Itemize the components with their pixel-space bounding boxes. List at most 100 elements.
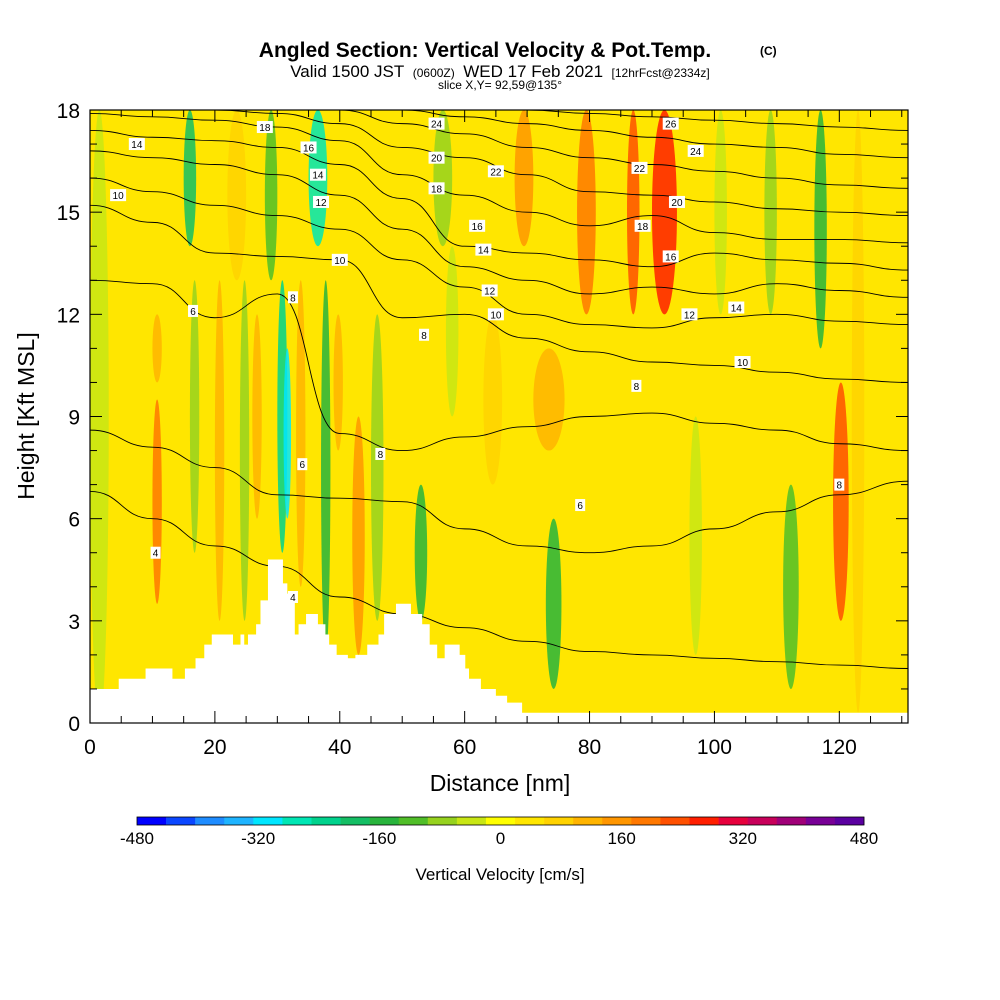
colorbar-tick-label: -480 xyxy=(120,829,154,848)
colorbar-swatch xyxy=(602,817,632,825)
velocity-band-17 xyxy=(370,314,384,621)
colorbar-swatch xyxy=(660,817,690,825)
isentrope-label-14: 12 xyxy=(313,195,330,209)
isentrope-label-text: 20 xyxy=(431,154,443,165)
colorbar-swatch xyxy=(776,817,807,825)
isentrope-label-text: 18 xyxy=(637,222,649,233)
velocity-band-19 xyxy=(433,110,453,247)
plot-area xyxy=(90,110,908,723)
isentrope-label-2: 6 xyxy=(297,458,308,471)
colorbar-swatch xyxy=(311,817,341,825)
isentrope-label-text: 4 xyxy=(290,593,296,604)
isentrope-label-text: 18 xyxy=(431,184,443,195)
isentrope-label-text: 18 xyxy=(259,123,271,134)
velocity-band-4 xyxy=(189,280,200,553)
isentrope-label-29: 22 xyxy=(487,165,504,178)
isentrope-label-4: 6 xyxy=(188,304,199,318)
velocity-band-3 xyxy=(183,110,197,247)
isentrope-label-22: 16 xyxy=(469,219,486,233)
x-tick-label: 20 xyxy=(203,736,226,759)
isentrope-label-text: 12 xyxy=(484,286,496,297)
isentrope-label-bg xyxy=(375,447,386,460)
isentrope-label-7: 8 xyxy=(419,328,430,342)
colorbar-swatch xyxy=(631,817,661,825)
isentrope-label-text: 8 xyxy=(290,293,296,304)
isentrope-14 xyxy=(90,150,908,298)
velocity-band-23 xyxy=(533,348,565,451)
velocity-band-29 xyxy=(714,110,727,315)
isentrope-label-bg xyxy=(681,308,698,321)
x-axis-ticks: 0 20 40 60 80 100 120 xyxy=(84,110,903,759)
isentrope-label-bg xyxy=(428,182,445,195)
colorbar-swatch xyxy=(689,817,719,825)
isentrope-label-bg xyxy=(419,328,430,341)
velocity-band-2 xyxy=(152,314,162,383)
colorbar-swatch xyxy=(398,817,429,825)
y-tick-label: 6 xyxy=(68,509,80,532)
isentrope-label-33: 26 xyxy=(662,117,679,131)
subtitle-valid-time: Valid 1500 JST xyxy=(290,62,404,81)
velocity-band-26 xyxy=(627,110,640,315)
isentrope-label-bg xyxy=(734,356,751,369)
isentrope-label-bg xyxy=(256,121,273,134)
isentrope-12 xyxy=(90,177,908,329)
y-tick-label: 3 xyxy=(68,611,80,634)
isentrope-label-text: 4 xyxy=(153,549,159,560)
isentrope-label-bg xyxy=(634,219,651,232)
isentrope-label-28: 20 xyxy=(668,195,685,209)
isentrope-label-bg xyxy=(728,301,745,314)
x-tick-label: 60 xyxy=(453,736,476,759)
velocity-band-20 xyxy=(445,246,459,417)
isentrope-label-text: 16 xyxy=(303,143,315,154)
subtitle-forecast: [12hrFcst@2334z] xyxy=(612,66,710,80)
isentrope-label-text: 20 xyxy=(671,198,683,209)
chart-title-tag: (C) xyxy=(760,44,777,58)
isentrope-label-text: 22 xyxy=(634,164,646,175)
chart-title: Angled Section: Vertical Velocity & Pot.… xyxy=(259,39,711,62)
isentrope-label-bg xyxy=(481,284,498,297)
isentrope-label-bg xyxy=(110,189,127,202)
colorbar-swatch xyxy=(166,817,196,825)
colorbar-swatch xyxy=(834,817,865,825)
velocity-band-18 xyxy=(414,484,428,621)
velocity-band-30 xyxy=(764,110,777,315)
x-axis-label: Distance [nm] xyxy=(430,770,571,796)
isentrope-label-bg xyxy=(128,138,145,151)
colorbar-swatch xyxy=(573,817,603,825)
colorbar-tick-label: -320 xyxy=(241,829,275,848)
isentrope-label-bg xyxy=(287,590,298,603)
colorbar-frame xyxy=(136,816,865,826)
isentrope-label-text: 6 xyxy=(300,460,306,471)
colorbar-swatch xyxy=(224,817,254,825)
isentrope-label-8: 8 xyxy=(631,379,642,393)
x-tick-label: 120 xyxy=(822,736,857,759)
colorbar-swatch xyxy=(427,817,458,825)
isentrope-label-bg xyxy=(469,219,486,232)
isentrope-label-19: 14 xyxy=(475,243,492,257)
isentrope-label-bg xyxy=(331,253,348,266)
isentrope-label-text: 10 xyxy=(737,358,749,369)
isentrope-label-text: 22 xyxy=(490,167,502,178)
isentrope-label-bg xyxy=(309,168,326,181)
velocity-band-6 xyxy=(227,110,247,281)
isentrope-label-bg xyxy=(300,141,317,154)
isentrope-label-bg xyxy=(575,499,586,512)
isentrope-label-3: 6 xyxy=(575,499,586,512)
isentrope-label-bg xyxy=(662,117,679,130)
isentrope-label-bg xyxy=(287,291,298,304)
colorbar-tick-label: 160 xyxy=(607,829,635,848)
x-tick-label: 80 xyxy=(578,736,601,759)
isentrope-label-16: 12 xyxy=(681,308,698,321)
y-tick-label: 18 xyxy=(57,100,80,123)
colorbar-swatch xyxy=(485,817,516,825)
isentrope-label-bg xyxy=(487,165,504,178)
colorbar-tick-label: 480 xyxy=(850,829,878,848)
colorbar-swatch xyxy=(747,817,778,825)
colorbar-ticks: -480 -320 -160 0 160 320 480 xyxy=(120,829,878,848)
isentrope-label-6: 8 xyxy=(287,291,298,304)
isentrope-label-bg xyxy=(662,250,679,263)
isentrope-label-text: 14 xyxy=(312,171,324,182)
isentrope-label-bg xyxy=(475,243,492,256)
isentrope-label-bg xyxy=(313,195,330,208)
x-tick-label: 40 xyxy=(328,736,351,759)
